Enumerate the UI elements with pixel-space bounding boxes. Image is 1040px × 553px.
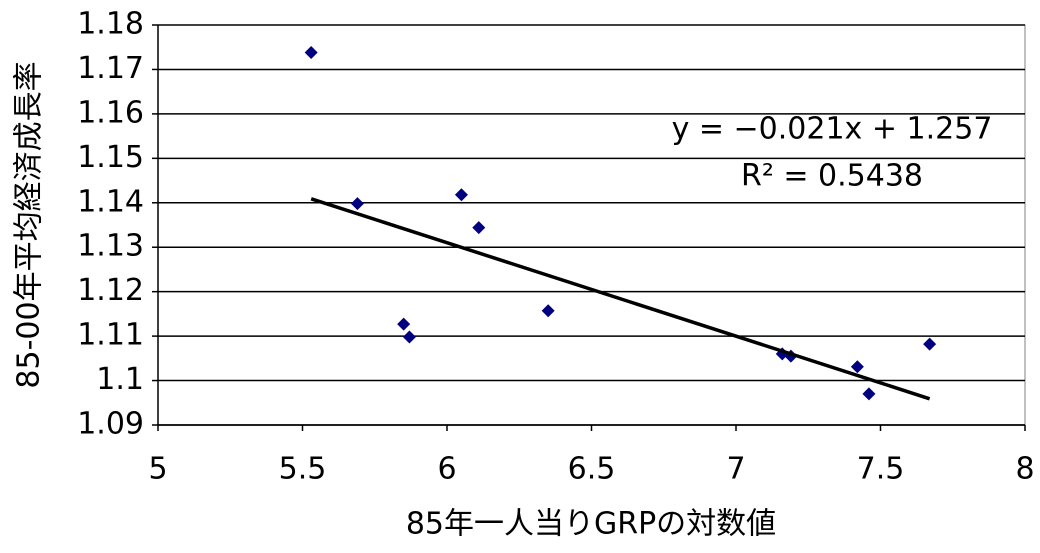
y-tick-label: 1.09 <box>77 407 144 442</box>
point <box>541 304 555 318</box>
x-tick-label: 6.5 <box>568 452 616 487</box>
y-tick-label: 1.15 <box>77 140 144 175</box>
x-tick-label: 6 <box>437 452 456 487</box>
trendline <box>310 197 931 401</box>
y-tick-label: 1.18 <box>77 7 144 42</box>
x-tick-label: 5 <box>148 452 167 487</box>
y-tick-label: 1.11 <box>77 318 144 353</box>
x-axis-title: 85年一人当りGRPの対数値 <box>406 507 776 542</box>
y-tick-label: 1.17 <box>77 51 144 86</box>
point <box>397 317 411 331</box>
trendline-equation: y = −0.021x + 1.257 <box>672 112 993 147</box>
point <box>850 360 864 374</box>
point <box>923 337 937 351</box>
point <box>304 46 318 60</box>
point <box>472 221 486 235</box>
r-squared: R² = 0.5438 <box>741 159 923 194</box>
y-tick-label: 1.14 <box>77 184 144 219</box>
y-tick-label: 1.16 <box>77 95 144 130</box>
x-tick-label: 7.5 <box>857 452 905 487</box>
x-tick-label: 7 <box>726 452 745 487</box>
x-tick-label: 8 <box>1015 452 1034 487</box>
y-tick-label: 1.12 <box>77 273 144 308</box>
y-tick-label: 1.13 <box>77 229 144 264</box>
plot-area <box>157 24 1026 426</box>
y-axis-title: 85-00年平均経済成長率 <box>12 61 47 388</box>
point <box>350 197 364 211</box>
point <box>454 188 468 202</box>
point <box>862 387 876 401</box>
x-tick-label: 5.5 <box>279 452 327 487</box>
point <box>402 330 416 344</box>
y-tick-label: 1.1 <box>96 362 144 397</box>
